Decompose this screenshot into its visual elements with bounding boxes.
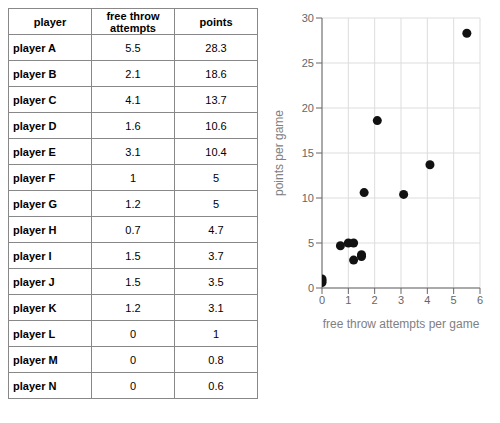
html-text:player A: player A: [13, 41, 56, 54]
html-text:5: 5: [212, 171, 220, 184]
html-text:1.5: 1.5: [125, 275, 141, 288]
svg-text:20: 20: [302, 102, 314, 114]
html-text:1.2: 1.2: [125, 197, 141, 210]
html-text:0.6: 0.6: [208, 379, 224, 392]
html-text:1: 1: [129, 171, 137, 184]
html-text:3.1: 3.1: [208, 301, 224, 314]
html-text:4.1: 4.1: [125, 93, 141, 106]
html-text:player B: player B: [13, 67, 57, 80]
html-text:5.5: 5.5: [125, 41, 141, 54]
svg-text:0: 0: [308, 282, 314, 294]
html-text:1: 1: [212, 327, 220, 340]
svg-text:4: 4: [424, 294, 430, 306]
svg-text:points per game: points per game: [272, 110, 286, 196]
svg-text:1: 1: [345, 294, 351, 306]
html-text:28.3: 28.3: [205, 41, 227, 54]
html-text:player F: player F: [13, 171, 56, 184]
html-text:player J: player J: [13, 275, 55, 288]
html-text:0.8: 0.8: [208, 353, 224, 366]
html-text:0: 0: [129, 379, 137, 392]
svg-text:2: 2: [372, 294, 378, 306]
svg-text:free throw attempts per game: free throw attempts per game: [323, 317, 480, 331]
html-text:13.7: 13.7: [205, 93, 227, 106]
svg-text:10: 10: [302, 192, 314, 204]
html-text:player G: player G: [13, 197, 57, 210]
html-text:5: 5: [212, 197, 220, 210]
html-text:1.2: 1.2: [125, 301, 141, 314]
html-text:2.1: 2.1: [125, 67, 141, 80]
html-text:player D: player D: [13, 119, 57, 132]
html-text:free throw attempts: free throw attempts: [106, 9, 160, 34]
svg-text:30: 30: [302, 12, 314, 24]
html-text:4.7: 4.7: [208, 223, 224, 236]
svg-text:6: 6: [477, 294, 483, 306]
html-text:1.5: 1.5: [125, 249, 141, 262]
svg-text:3: 3: [398, 294, 404, 306]
svg-text:15: 15: [302, 147, 314, 159]
svg-text:0: 0: [319, 294, 325, 306]
html-text:10.6: 10.6: [205, 119, 227, 132]
html-text:0: 0: [129, 327, 137, 340]
html-text:1.6: 1.6: [125, 119, 141, 132]
html-text:player M: player M: [13, 353, 58, 366]
html-text:3.7: 3.7: [208, 249, 224, 262]
html-text:0: 0: [129, 353, 137, 366]
html-text:points: points: [199, 15, 233, 28]
html-text:player L: player L: [13, 327, 56, 340]
html-text:player K: player K: [13, 301, 57, 314]
svg-text:25: 25: [302, 57, 314, 69]
html-text:player N: player N: [13, 379, 57, 392]
html-text:3.5: 3.5: [208, 275, 224, 288]
svg-text:5: 5: [308, 237, 314, 249]
html-text:3.1: 3.1: [125, 145, 141, 158]
html-text:player E: player E: [13, 145, 56, 158]
html-text:18.6: 18.6: [205, 67, 227, 80]
svg-text:5: 5: [451, 294, 457, 306]
html-text:0.7: 0.7: [125, 223, 141, 236]
html-text:player I: player I: [13, 249, 52, 262]
html-text:player: player: [33, 15, 67, 28]
html-text:player C: player C: [13, 93, 57, 106]
html-text:player H: player H: [13, 223, 57, 236]
html-text:10.4: 10.4: [205, 145, 227, 158]
